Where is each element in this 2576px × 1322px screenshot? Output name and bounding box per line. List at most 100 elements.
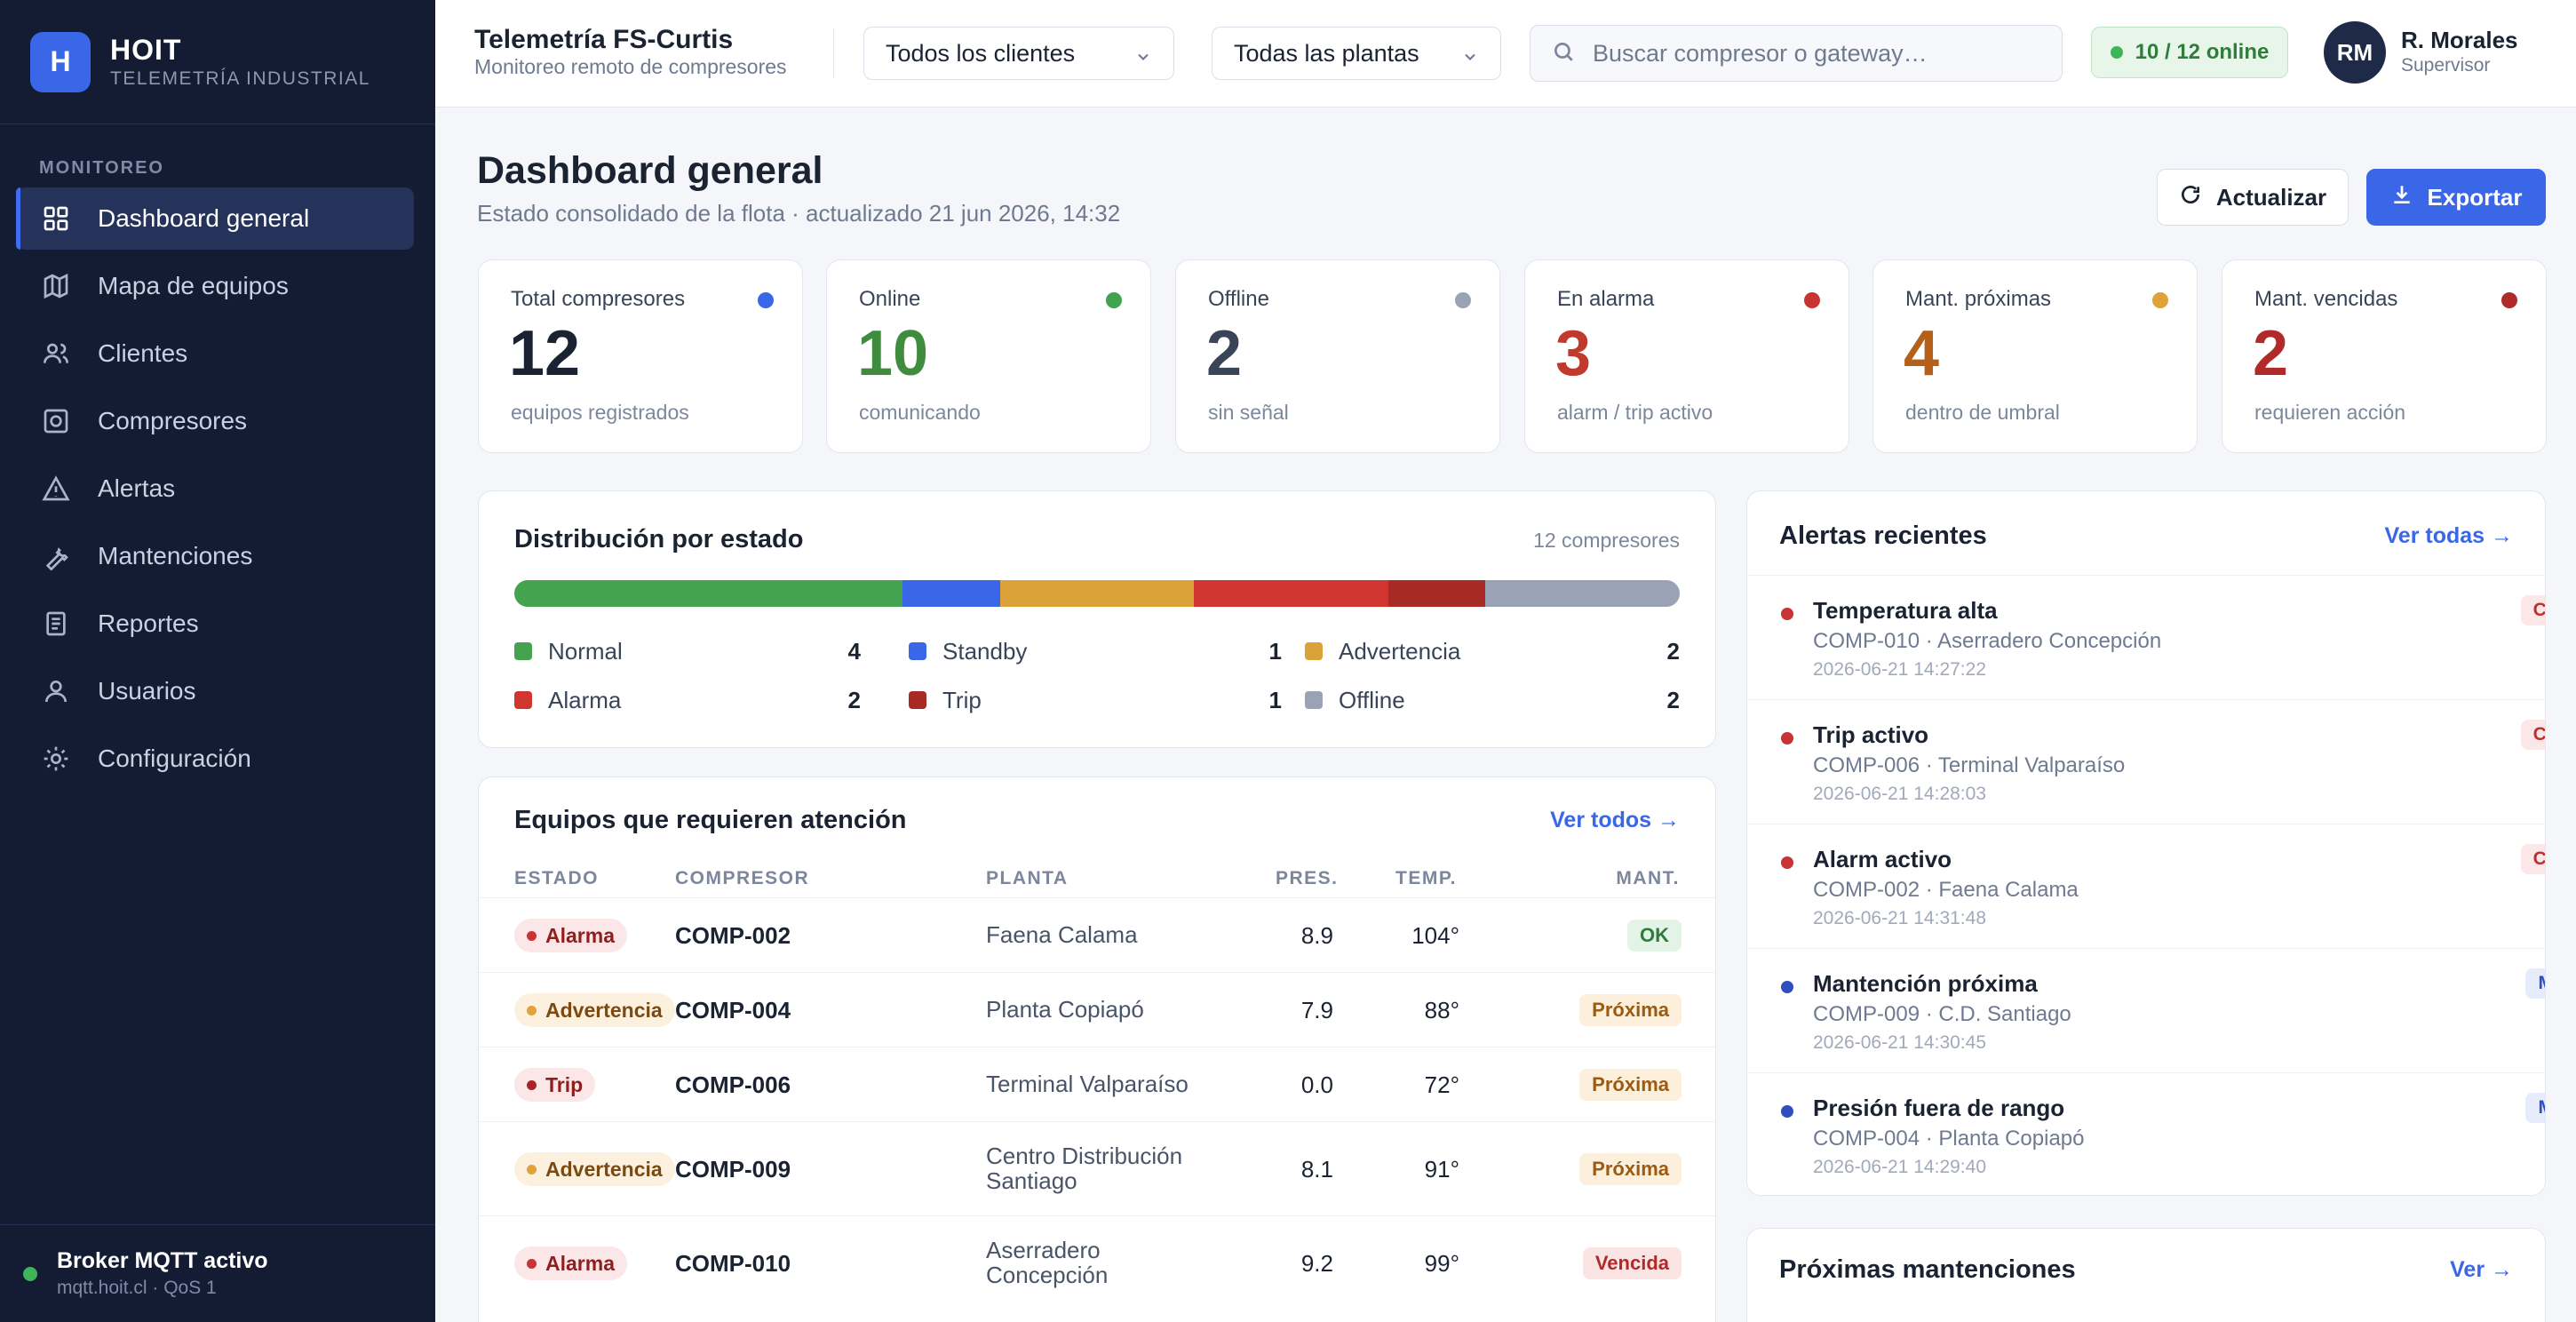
legend-swatch [1305, 642, 1323, 660]
column-header-status[interactable]: ESTADO [514, 868, 599, 888]
sidebar-item-users[interactable]: Usuarios [16, 660, 414, 722]
column-header-pressure[interactable]: PRES. [1276, 868, 1339, 888]
distribution-segment-offline[interactable] [1485, 580, 1680, 607]
table-row[interactable]: Advertencia COMP-009 Centro Distribución… [479, 1121, 1715, 1215]
alerts-panel: Alertas recientes Ver todas → Temperatur… [1746, 490, 2546, 1196]
avatar[interactable]: RM [2324, 21, 2386, 84]
search-input[interactable] [1593, 39, 2055, 68]
user-role: Supervisor [2401, 55, 2491, 76]
sidebar-item-clients[interactable]: Clientes [16, 323, 414, 385]
sidebar-item-map[interactable]: Mapa de equipos [16, 255, 414, 317]
kpi-card-offline[interactable]: Offline 2 sin señal [1175, 259, 1500, 453]
legend-value: 2 [847, 686, 861, 713]
legend-value: 4 [847, 637, 861, 665]
view-all-alerts-link[interactable]: Ver todas → [2384, 523, 2514, 548]
kpi-card-alarm[interactable]: En alarma 3 alarm / trip activo [1524, 259, 1849, 453]
sidebar-item-maintenance[interactable]: Mantenciones [16, 525, 414, 587]
temperature-value: 91° [1424, 1156, 1459, 1183]
kpi-label: Mant. vencidas [2254, 287, 2398, 311]
legend-standby: Standby 1 [909, 633, 1282, 669]
alert-description: COMP-002 · Faena Calama [1813, 878, 2079, 902]
compressor-id[interactable]: COMP-010 [675, 1250, 791, 1277]
legend-label: Advertencia [1339, 637, 1461, 665]
kpi-caption: comunicando [859, 401, 981, 424]
sidebar-item-settings[interactable]: Configuración [16, 728, 414, 790]
kpi-card-maint-upcoming[interactable]: Mant. próximas 4 dentro de umbral [1872, 259, 2198, 453]
distribution-title: Distribución por estado [514, 525, 804, 553]
kpi-label: Online [859, 287, 921, 311]
search-box[interactable] [1530, 25, 2063, 82]
table-row[interactable]: Alarma COMP-010 Aserradero Concepción 9.… [479, 1215, 1715, 1310]
legend-label: Offline [1339, 686, 1405, 713]
legend-swatch [514, 691, 532, 709]
distribution-segment-alarma[interactable] [1194, 580, 1388, 607]
kpi-status-dot [758, 292, 774, 308]
page-title: Dashboard general [477, 149, 823, 192]
alert-title: Temperatura alta [1813, 597, 1998, 624]
kpi-card-maint-overdue[interactable]: Mant. vencidas 2 requieren acción [2222, 259, 2547, 453]
kpi-card-total[interactable]: Total compresores 12 equipos registrados [478, 259, 803, 453]
legend-label: Standby [942, 637, 1028, 665]
compressor-id[interactable]: COMP-006 [675, 1071, 791, 1098]
sidebar-item-label: Reportes [98, 609, 199, 637]
compressor-id[interactable]: COMP-004 [675, 997, 791, 1023]
alert-item[interactable]: Temperatura alta COMP-010 · Aserradero C… [1747, 575, 2545, 699]
alert-item[interactable]: Trip activo COMP-006 · Terminal Valparaí… [1747, 699, 2545, 824]
temperature-value: 88° [1424, 997, 1459, 1023]
kpi-status-dot [1804, 292, 1820, 308]
plant-select-value: Todas las plantas [1234, 39, 1419, 67]
kpi-caption: alarm / trip activo [1557, 401, 1713, 424]
status-badge: Alarma [514, 919, 627, 952]
compressor-id[interactable]: COMP-002 [675, 922, 791, 949]
status-badge: Advertencia [514, 993, 675, 1027]
table-row[interactable]: Trip COMP-006 Terminal Valparaíso 0.0 72… [479, 1047, 1715, 1121]
export-button[interactable]: Exportar [2366, 169, 2546, 226]
alert-timestamp: 2026-06-21 14:29:40 [1813, 1157, 1986, 1177]
alert-description: COMP-009 · C.D. Santiago [1813, 1002, 2071, 1026]
sidebar-item-compressors[interactable]: Compresores [16, 390, 414, 452]
distribution-segment-standby[interactable] [902, 580, 1000, 607]
distribution-segment-trip[interactable] [1387, 580, 1486, 607]
legend-value: 2 [1666, 637, 1680, 665]
online-status-badge: 10 / 12 online [2091, 27, 2288, 78]
compressor-id[interactable]: COMP-009 [675, 1156, 791, 1183]
brand[interactable]: H HOIT TELEMETRÍA INDUSTRIAL [0, 0, 435, 124]
view-all-equipment-link[interactable]: Ver todos → [1550, 808, 1680, 832]
column-header-plant[interactable]: PLANTA [986, 868, 1069, 888]
alert-title: Alarm activo [1813, 846, 1952, 872]
topbar: Telemetría FS-Curtis Monitoreo remoto de… [435, 0, 2576, 108]
column-header-compressor[interactable]: COMPRESOR [675, 868, 810, 888]
distribution-segment-normal[interactable] [514, 580, 903, 607]
alert-item[interactable]: Alarm activo COMP-002 · Faena Calama 202… [1747, 824, 2545, 948]
view-maintenance-link[interactable]: Ver → [2450, 1257, 2513, 1282]
plant-select[interactable]: Todas las plantas [1212, 27, 1501, 80]
distribution-segment-advertencia[interactable] [999, 580, 1195, 607]
user-name[interactable]: R. Morales [2401, 27, 2518, 53]
plant-name: Terminal Valparaíso [986, 1071, 1189, 1097]
client-select[interactable]: Todos los clientes [863, 27, 1174, 80]
column-header-maintenance[interactable]: MANT. [1616, 868, 1680, 888]
legend-swatch [514, 642, 532, 660]
table-row[interactable]: Advertencia COMP-004 Planta Copiapó 7.9 … [479, 972, 1715, 1047]
alert-description: COMP-010 · Aserradero Concepción [1813, 629, 2162, 653]
table-row[interactable]: Alarma COMP-002 Faena Calama 8.9 104° OK [479, 897, 1715, 972]
app-subtitle: Monitoreo remoto de compresores [474, 55, 787, 78]
refresh-button[interactable]: Actualizar [2157, 169, 2349, 226]
broker-title: Broker MQTT activo [57, 1248, 268, 1273]
alert-item[interactable]: Presión fuera de rango COMP-004 · Planta… [1747, 1072, 2545, 1195]
alert-item[interactable]: Mantención próxima COMP-009 · C.D. Santi… [1747, 948, 2545, 1072]
alert-severity-dot [1781, 732, 1793, 745]
severity-badge: Media [2525, 1093, 2545, 1123]
user-icon [41, 676, 71, 706]
sidebar-item-dashboard[interactable]: Dashboard general [16, 187, 414, 250]
severity-badge: Crítica [2520, 720, 2545, 750]
legend-value: 1 [1268, 637, 1282, 665]
sidebar-item-label: Mapa de equipos [98, 272, 289, 299]
alert-timestamp: 2026-06-21 14:28:03 [1813, 784, 1986, 804]
alert-title: Trip activo [1813, 721, 1929, 748]
kpi-status-dot [2501, 292, 2517, 308]
sidebar-item-reports[interactable]: Reportes [16, 593, 414, 655]
sidebar-item-alerts[interactable]: Alertas [16, 458, 414, 520]
column-header-temperature[interactable]: TEMP. [1395, 868, 1457, 888]
kpi-card-online[interactable]: Online 10 comunicando [826, 259, 1151, 453]
